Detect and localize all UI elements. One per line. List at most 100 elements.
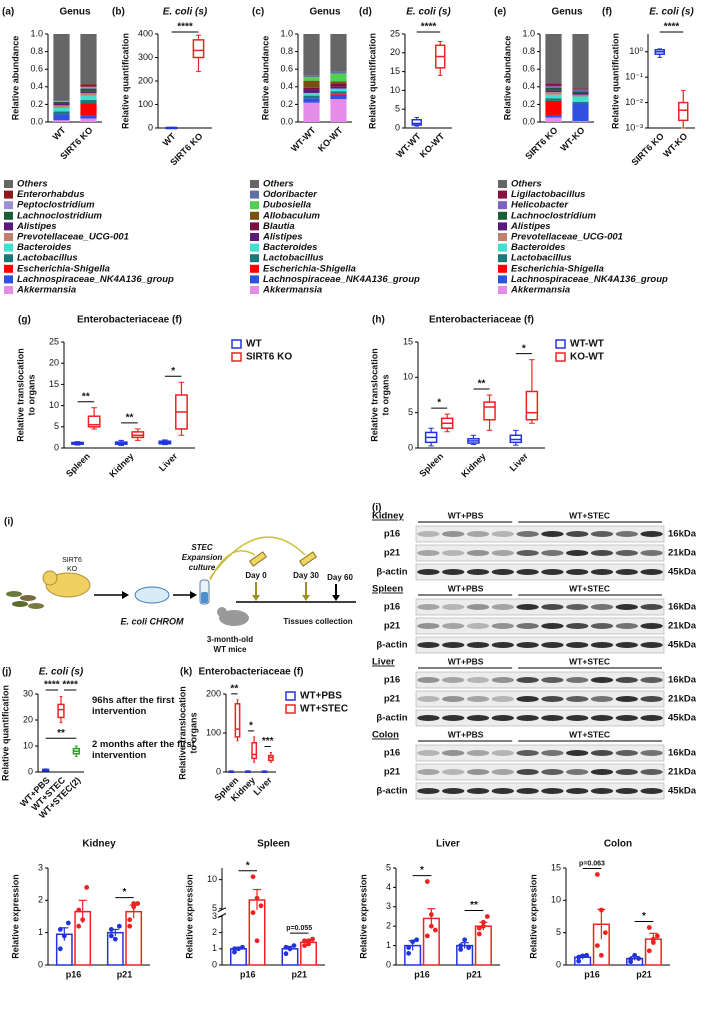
blot-band xyxy=(590,788,614,794)
legend-label: Helicobacter xyxy=(511,200,569,211)
blot-band xyxy=(590,550,614,556)
y-tick-label: 3 xyxy=(386,901,391,911)
legend-label: Akkermansia xyxy=(510,285,570,296)
mice-label: WT mice xyxy=(214,645,247,654)
ko-label: KO xyxy=(67,566,78,573)
bar-segment xyxy=(53,34,70,101)
chart-title: E. coli (s) xyxy=(649,7,694,18)
blot-band xyxy=(516,715,539,721)
group-label: WT+PBS xyxy=(448,510,484,520)
data-point xyxy=(258,903,264,909)
group-label: WT+STEC xyxy=(569,583,610,593)
petri-dish xyxy=(134,586,170,604)
blot-band xyxy=(541,788,564,794)
bar-segment xyxy=(80,95,97,100)
bar-segment xyxy=(53,107,70,112)
blot-strip xyxy=(415,782,665,800)
protein-label: β-actin xyxy=(376,713,407,724)
y-tick-label: 0 xyxy=(38,959,43,969)
tube-culture xyxy=(201,592,208,603)
y-tick-label: 1.0 xyxy=(30,28,43,38)
y-tick-label: 4 xyxy=(386,882,391,892)
y-tick-label: 10 xyxy=(551,895,561,905)
box xyxy=(234,703,241,738)
data-point xyxy=(406,950,412,956)
blot-band xyxy=(615,677,638,683)
annotation: intervention xyxy=(92,750,147,761)
y-tick-label: 20 xyxy=(49,358,59,368)
y-axis-label: Relative abundance xyxy=(260,36,270,121)
blot-band xyxy=(566,642,589,648)
blot-band xyxy=(640,531,663,537)
data-point xyxy=(424,933,430,939)
blot-band xyxy=(590,750,614,756)
legend-label: Enterorhabdus xyxy=(17,189,85,200)
legend-label: WT-WT xyxy=(570,339,604,350)
legend-label: KO-WT xyxy=(570,352,604,363)
significance: * xyxy=(437,398,441,409)
tissue-label: Kidney xyxy=(372,511,404,522)
legend-label: WT+STEC xyxy=(300,704,348,715)
y-axis-label: Relative quantification xyxy=(120,33,130,129)
bar-segment xyxy=(330,83,347,87)
legend-label: Ligilactobacillus xyxy=(511,189,585,200)
legend-swatch xyxy=(4,243,13,252)
significance: * xyxy=(171,366,175,377)
blot-band xyxy=(590,623,614,629)
data-point xyxy=(127,917,133,923)
group-label: WT+PBS xyxy=(448,583,484,593)
legend-label: Escherichia-Shigella xyxy=(263,263,356,274)
culture-label: Expansion xyxy=(182,553,223,562)
box xyxy=(87,415,101,428)
day-arrow-head xyxy=(332,595,340,601)
legend-label: Akkermansia xyxy=(262,285,322,296)
y-tick-label: 0.6 xyxy=(30,64,43,74)
bar-segment xyxy=(545,90,562,93)
data-point xyxy=(576,958,582,964)
y-tick-label: 5 xyxy=(54,421,59,431)
x-tick-label: WT-KO xyxy=(661,131,689,159)
protein-label: p21 xyxy=(384,767,401,778)
legend-label: Escherichia-Shigella xyxy=(511,263,604,274)
ko-label: SIRT6 xyxy=(62,557,82,564)
data-point xyxy=(462,937,468,943)
box xyxy=(251,742,258,760)
tissue-label: Liver xyxy=(372,657,395,668)
data-point xyxy=(646,925,652,930)
bar-segment xyxy=(303,95,320,99)
data-point xyxy=(250,910,256,916)
significance: p=0.063 xyxy=(579,860,605,867)
data-point xyxy=(650,936,656,942)
blot-band xyxy=(640,623,663,629)
blot-band xyxy=(516,788,539,794)
significance: ** xyxy=(82,391,90,402)
significance: **** xyxy=(421,22,437,33)
protein-label: p21 xyxy=(384,694,401,705)
y-axis-label: Relative translocation xyxy=(369,348,379,442)
significance: ** xyxy=(478,379,486,390)
x-tick-label: p16 xyxy=(240,969,256,979)
legend-swatch xyxy=(498,243,507,252)
bar-segment xyxy=(330,91,347,94)
y-tick-label: 0.2 xyxy=(280,99,293,109)
chart-title: Kidney xyxy=(82,839,116,850)
blot-band xyxy=(442,696,465,702)
chart-title: Liver xyxy=(436,839,460,850)
blot-band xyxy=(491,788,514,794)
y-tick-label: 0 xyxy=(395,122,400,132)
significance: p=0.055 xyxy=(286,925,312,932)
y-tick-label: 0.0 xyxy=(30,116,43,126)
significance: ** xyxy=(126,413,134,424)
significance: * xyxy=(642,911,646,922)
bar-segment xyxy=(330,71,347,74)
box xyxy=(57,703,65,719)
panel-label: (e) xyxy=(494,7,506,18)
data-point xyxy=(116,923,122,929)
y-axis-label: Relative expression xyxy=(528,874,538,959)
bar-segment xyxy=(545,92,562,95)
y-tick-label: 15 xyxy=(403,336,413,346)
bar-segment xyxy=(303,77,320,81)
chart-title: Genus xyxy=(59,7,91,18)
data-point xyxy=(602,930,608,936)
y-tick-label: 100 xyxy=(138,99,153,109)
